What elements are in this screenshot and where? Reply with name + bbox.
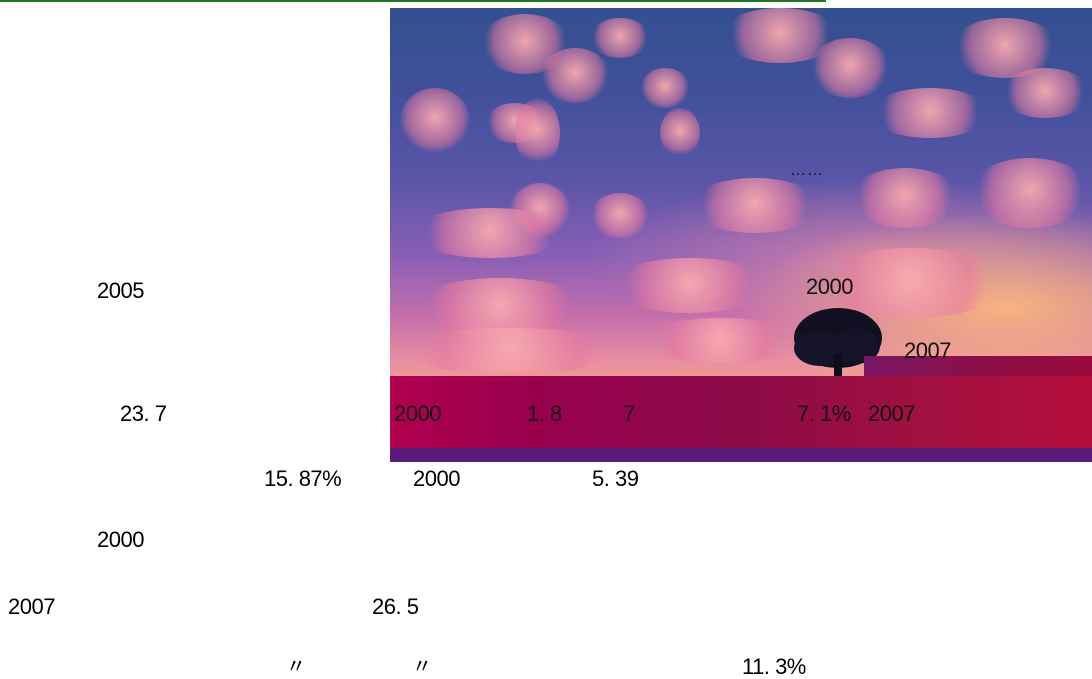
row-value-7: 7	[623, 401, 635, 426]
row-value-1-8: 1. 8	[527, 401, 562, 426]
overlay-band-upper	[864, 356, 1092, 378]
text-year-2000-below: 2000	[413, 466, 460, 491]
image-year-2000: 2000	[806, 274, 853, 299]
text-year-2000: 2000	[97, 527, 144, 552]
text-value-5-39: 5. 39	[592, 466, 639, 491]
row-year-2007: 2007	[868, 401, 915, 426]
text-value-15-87: 15. 87%	[264, 466, 342, 491]
image-year-2007: 2007	[904, 338, 951, 363]
text-value-26-5: 26. 5	[372, 594, 419, 619]
top-divider	[0, 0, 826, 2]
overlay-band-lower	[390, 376, 1092, 462]
quote-open: 〃	[286, 656, 306, 678]
row-year-2000: 2000	[394, 401, 441, 426]
text-value-11-3: 11. 3%	[742, 654, 806, 679]
row-value-7-1: 7. 1%	[797, 401, 851, 426]
text-year-2005: 2005	[97, 278, 144, 303]
text-year-2007: 2007	[8, 594, 55, 619]
ellipsis-text: ……	[790, 162, 824, 179]
sunset-sky-image	[390, 8, 1092, 462]
quote-close: 〃	[412, 656, 432, 678]
tree-silhouette	[794, 308, 882, 388]
text-value-23-7: 23. 7	[120, 401, 167, 426]
